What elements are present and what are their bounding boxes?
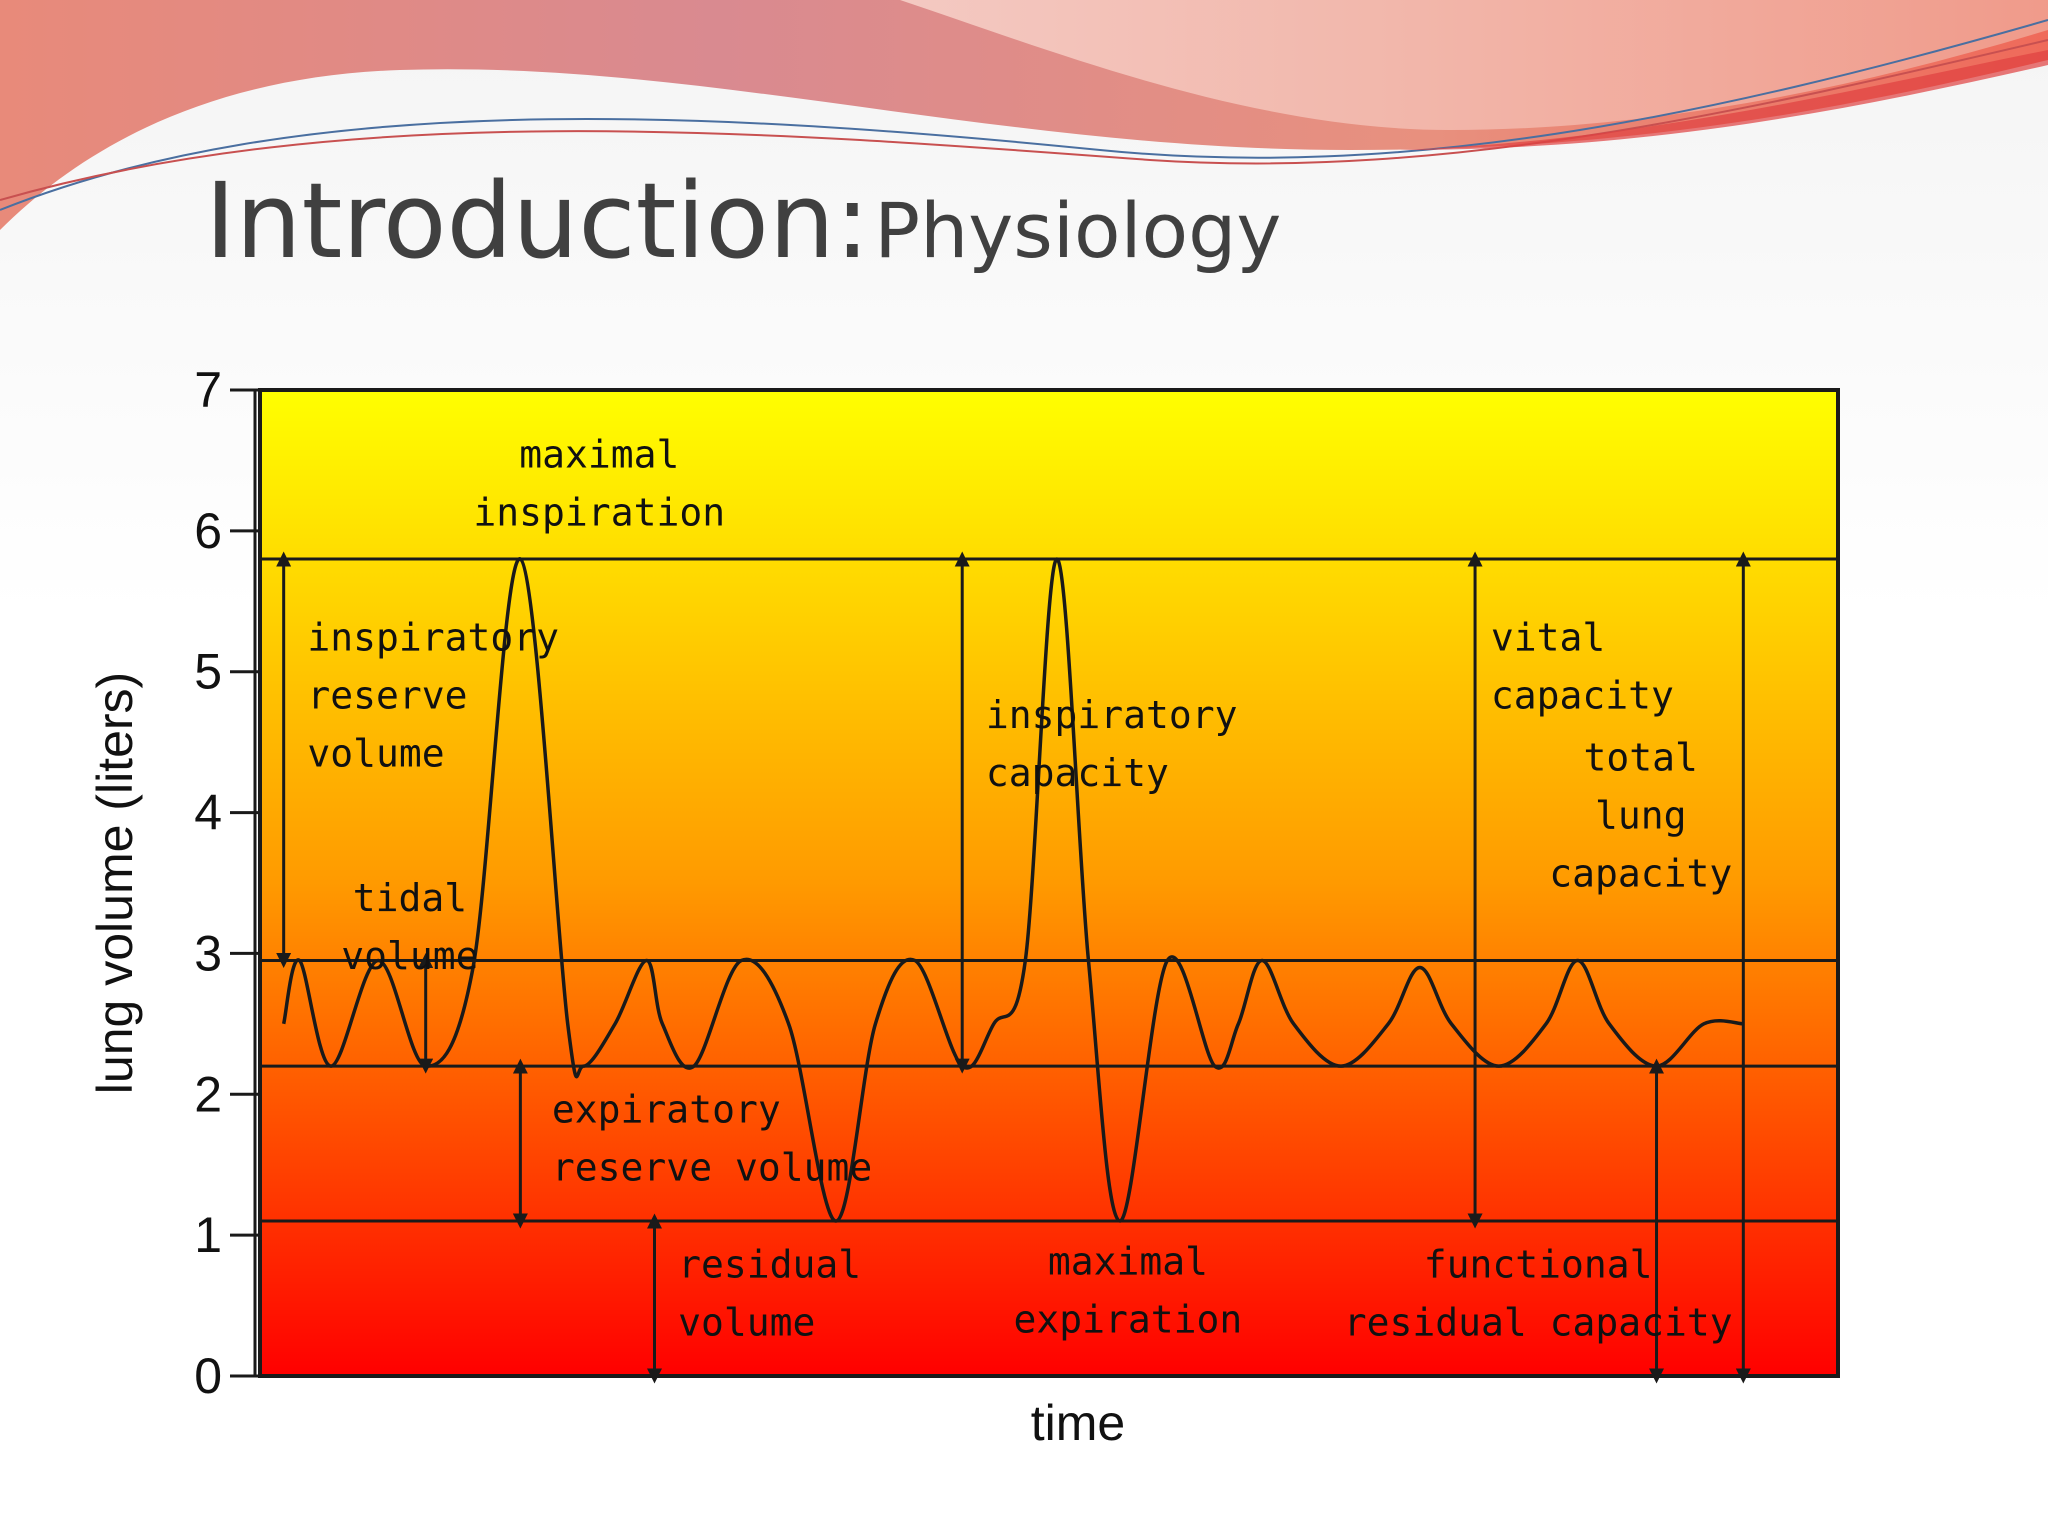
annotation-line: volume	[307, 732, 444, 776]
annotation-line: capacity	[986, 751, 1169, 795]
y-tick-label: 3	[194, 925, 222, 981]
annotation-line: inspiratory	[307, 616, 559, 660]
annotation: total lung capacity	[1549, 735, 1732, 895]
annotation-line: capacity	[1549, 851, 1732, 895]
slide-title-sub: Physiology	[874, 186, 1282, 275]
annotation-line: functional	[1424, 1242, 1653, 1286]
y-axis-label: lung volume (liters)	[87, 672, 143, 1094]
y-tick-label: 5	[194, 644, 222, 700]
annotation-line: expiratory	[552, 1087, 781, 1131]
header-wave-decoration	[0, 0, 2048, 230]
y-tick-label: 1	[194, 1207, 222, 1263]
y-tick-label: 4	[194, 785, 222, 841]
annotation-line: tidal	[353, 876, 467, 920]
annotation-line: vital	[1491, 616, 1605, 660]
annotation-line: volume	[678, 1300, 815, 1344]
annotation: residual volume	[678, 1242, 861, 1344]
annotation-line: capacity	[1491, 674, 1674, 718]
annotation: maximal expiration	[1014, 1240, 1243, 1342]
annotation-line: lung	[1595, 793, 1687, 837]
y-tick-label: 6	[194, 503, 222, 559]
annotation-line: residual capacity	[1344, 1300, 1733, 1344]
slide-title: Introduction: Physiology	[205, 160, 1281, 282]
annotation: inspiratory reserve volume	[307, 616, 559, 776]
annotation-line: inspiration	[473, 490, 725, 534]
spirogram-trace	[281, 557, 1744, 1223]
y-tick-label: 7	[194, 362, 222, 418]
annotation-line: total	[1584, 735, 1698, 779]
annotation-line: reserve volume	[552, 1145, 872, 1189]
annotation-line: inspiratory	[986, 693, 1238, 737]
annotation: functional residual capacity	[1344, 1242, 1733, 1344]
annotation: maximal inspiration	[473, 432, 725, 534]
annotation: inspiratory capacity	[986, 693, 1238, 795]
slide-title-main: Introduction:	[205, 160, 870, 282]
y-tick-label: 0	[194, 1348, 222, 1404]
x-axis-label: time	[1031, 1395, 1125, 1451]
annotation-line: expiration	[1014, 1298, 1243, 1342]
annotation-line: reserve	[307, 674, 467, 718]
annotation-line: residual	[678, 1242, 861, 1286]
annotation-line: maximal	[1048, 1240, 1208, 1284]
annotation-line: volume	[341, 934, 478, 978]
annotation-line: maximal	[519, 432, 679, 476]
annotation: tidal volume	[341, 876, 478, 978]
annotation: vital capacity	[1491, 616, 1674, 718]
annotation: expiratory reserve volume	[552, 1087, 872, 1189]
y-tick-label: 2	[194, 1066, 222, 1122]
